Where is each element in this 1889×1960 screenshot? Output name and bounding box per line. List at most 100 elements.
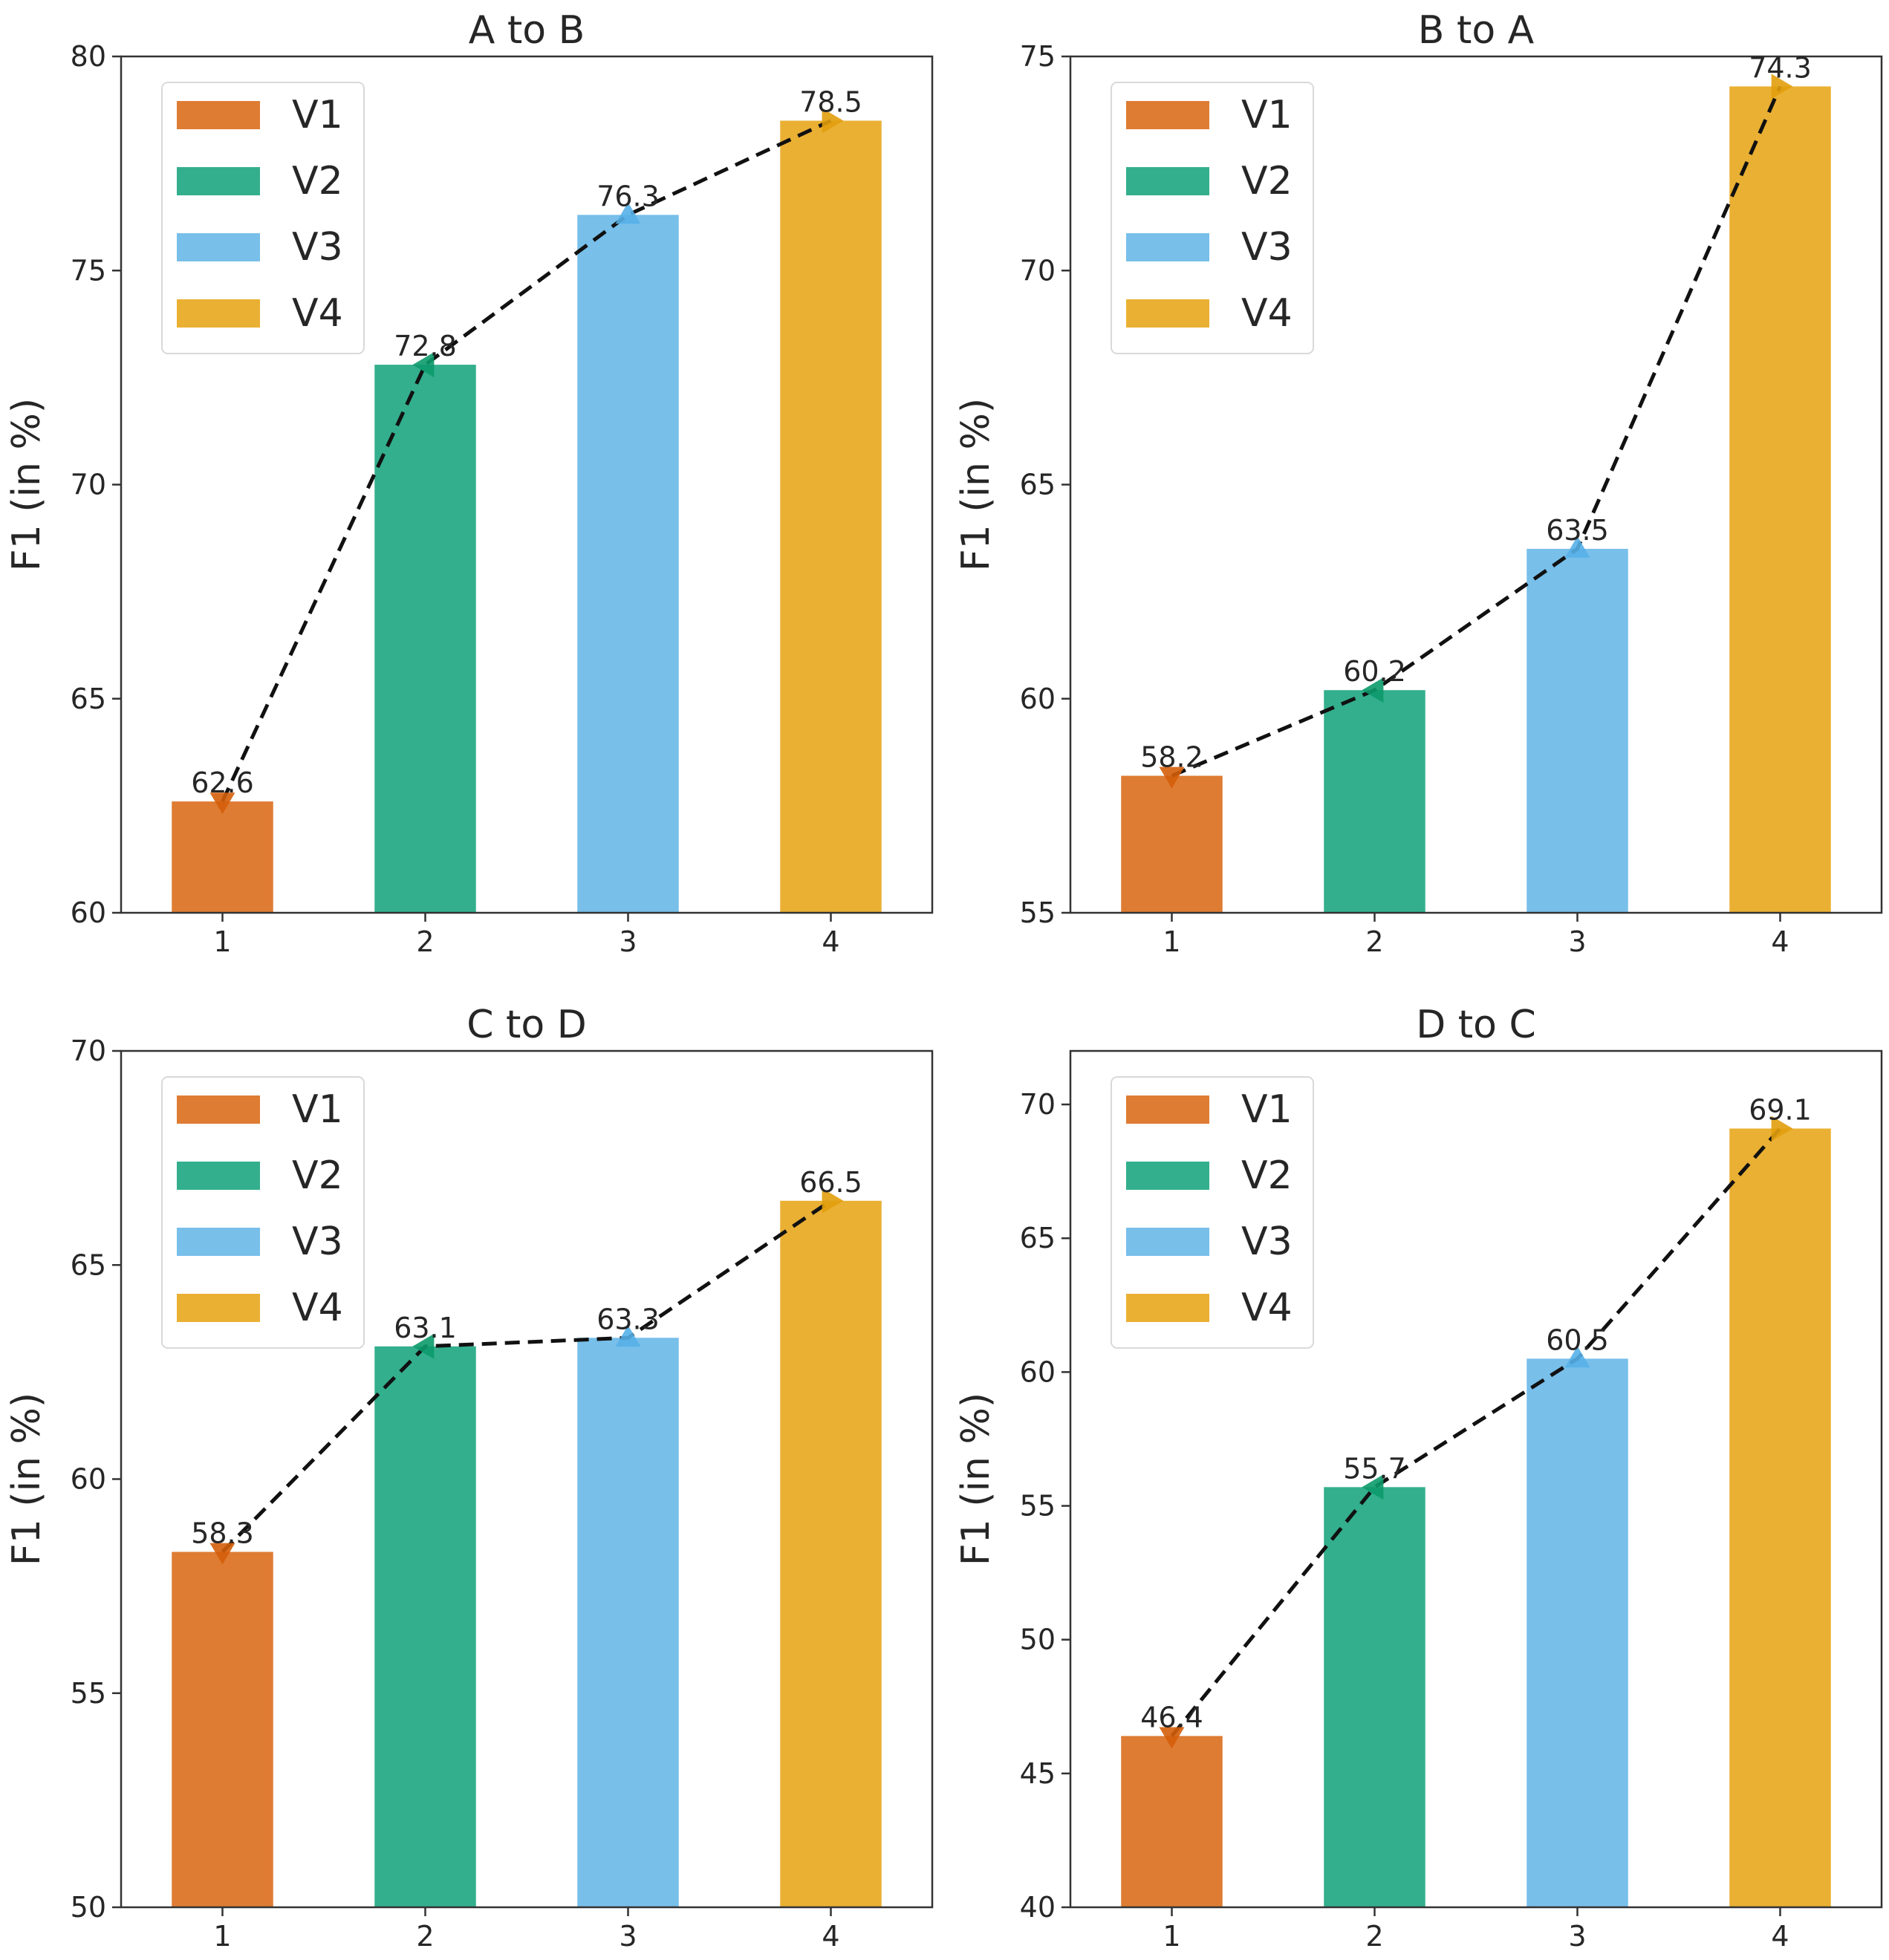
legend-swatch	[177, 233, 260, 261]
y-tick-label: 55	[1020, 896, 1056, 929]
data-label: 46.4	[1140, 1701, 1203, 1733]
x-tick-label: 3	[619, 925, 637, 958]
y-tick-label: 65	[71, 1248, 106, 1281]
chart-panel: 50 55 60 65 70 1 2 3 4 C to D F1 (in %) 58.3 63.1 63.…	[4, 1003, 934, 1953]
y-axis-label: F1 (in %)	[954, 1393, 998, 1566]
y-tick-label: 50	[1020, 1624, 1056, 1656]
y-axis-label: F1 (in %)	[954, 398, 998, 571]
y-tick-label: 40	[1020, 1891, 1056, 1924]
y-tick-label: 70	[71, 469, 106, 501]
x-tick-label: 1	[1163, 1920, 1180, 1953]
data-marker	[1771, 1116, 1793, 1142]
legend-swatch	[1126, 1162, 1209, 1190]
bar	[1121, 1736, 1223, 1907]
data-marker	[615, 1325, 641, 1347]
data-marker	[1362, 1474, 1384, 1500]
x-tick-label: 3	[1568, 1920, 1586, 1953]
x-tick-label: 4	[1771, 925, 1789, 958]
bar	[1324, 690, 1425, 913]
y-tick-label: 60	[1020, 683, 1056, 715]
chart-panel: 60 65 70 75 80 1 2 3 4 A to B F1 (in %) 62.6 72.8 76.…	[4, 8, 934, 958]
data-marker	[1564, 1346, 1590, 1368]
legend-label: V2	[1241, 159, 1293, 204]
legend-swatch	[1126, 299, 1209, 328]
x-tick-label: 1	[213, 925, 231, 958]
data-marker	[615, 202, 641, 224]
y-tick-label: 60	[71, 1463, 106, 1496]
x-tick-label: 3	[619, 1920, 637, 1953]
legend-label: V1	[1241, 1087, 1293, 1132]
legend-box	[1111, 1076, 1314, 1349]
trend-line	[1170, 1127, 1782, 1737]
chart-title: C to D	[466, 1003, 587, 1047]
y-tick-label: 60	[1020, 1355, 1056, 1388]
y-axis-label: F1 (in %)	[4, 1393, 49, 1566]
bar	[780, 1200, 882, 1907]
x-tick-label: 2	[1365, 925, 1383, 958]
y-tick-label: 70	[1020, 1088, 1056, 1121]
x-tick-label: 1	[213, 1920, 231, 1953]
y-tick-label: 50	[71, 1891, 106, 1924]
data-marker	[1771, 74, 1793, 100]
y-tick-label: 75	[1020, 40, 1056, 73]
legend-swatch	[1126, 1228, 1209, 1256]
y-tick-label: 70	[71, 1035, 106, 1067]
data-label: 55.7	[1343, 1452, 1406, 1485]
data-label: 76.3	[596, 180, 660, 212]
bar	[780, 120, 882, 914]
legend-swatch	[177, 1162, 260, 1190]
bar	[1527, 1358, 1628, 1907]
legend-label: V4	[1241, 291, 1293, 336]
legend-label: V3	[292, 1220, 343, 1264]
legend-label: V2	[1241, 1153, 1293, 1198]
y-tick-label: 65	[1020, 1222, 1056, 1254]
data-marker	[1362, 677, 1384, 703]
data-label: 62.6	[191, 766, 254, 799]
y-axis-label: F1 (in %)	[4, 398, 49, 571]
data-marker	[412, 352, 435, 378]
chart-panel: 40 45 50 55 60 65 70 1 2 3 4 D to C F1 (in %) 46.4 55.…	[954, 1003, 1883, 1953]
chart-title: B to A	[1418, 8, 1535, 53]
y-tick-label: 55	[71, 1677, 106, 1710]
legend-swatch	[177, 299, 260, 328]
y-tick-label: 65	[1020, 469, 1056, 501]
y-tick-label: 80	[71, 40, 106, 73]
legend-label: V3	[1241, 225, 1293, 270]
y-tick-label: 75	[71, 254, 106, 287]
bar	[577, 1338, 679, 1907]
bar	[172, 1552, 273, 1907]
data-label: 72.8	[394, 330, 457, 362]
data-label: 60.5	[1546, 1324, 1609, 1356]
legend-swatch	[1126, 167, 1209, 195]
bar	[577, 215, 679, 913]
legend-label: V2	[292, 1153, 343, 1198]
data-label: 63.1	[394, 1312, 457, 1344]
legend-swatch	[1126, 233, 1209, 261]
bar	[1324, 1487, 1425, 1907]
legend-box	[161, 82, 365, 354]
y-tick-label: 55	[1020, 1490, 1056, 1523]
x-tick-label: 2	[1365, 1920, 1383, 1953]
data-marker	[1159, 766, 1185, 789]
legend-swatch	[1126, 1095, 1209, 1124]
legend-label: V4	[292, 1286, 343, 1330]
data-label: 66.5	[799, 1166, 862, 1199]
legend-label: V1	[292, 1087, 343, 1132]
x-tick-label: 1	[1163, 925, 1180, 958]
bar	[374, 365, 476, 914]
x-tick-label: 2	[416, 925, 434, 958]
data-label: 74.3	[1749, 51, 1812, 84]
bar	[1729, 86, 1831, 914]
chart-title: A to B	[469, 8, 585, 53]
trend-line	[221, 1199, 832, 1554]
data-marker	[822, 108, 844, 134]
legend-label: V3	[1241, 1220, 1293, 1264]
legend-swatch	[1126, 1294, 1209, 1322]
legend-label: V1	[1241, 93, 1293, 137]
legend-box	[161, 1076, 365, 1349]
legend-swatch	[177, 1095, 260, 1124]
data-label: 69.1	[1749, 1093, 1812, 1126]
data-marker	[822, 1188, 844, 1214]
data-marker	[412, 1333, 435, 1359]
